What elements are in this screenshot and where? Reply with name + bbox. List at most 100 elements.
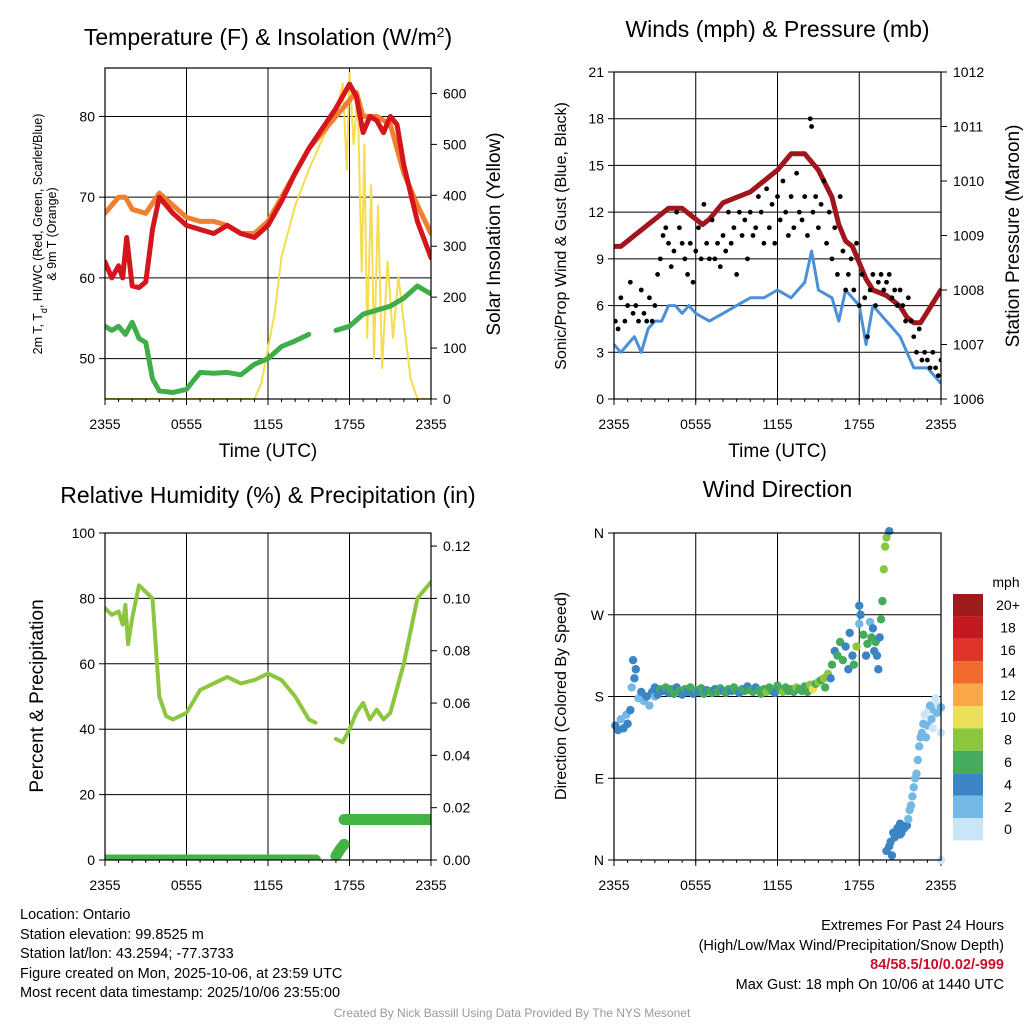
legend-label: 2	[1004, 799, 1012, 815]
temp-series-insolation	[105, 72, 431, 399]
legend-label: 0	[1004, 821, 1012, 837]
direction-point	[826, 674, 835, 683]
direction-point	[874, 665, 883, 674]
wind-x-tick-label: 1155	[762, 416, 792, 432]
direction-point	[876, 615, 886, 624]
pressure-line	[614, 151, 941, 326]
direction-point	[845, 628, 854, 638]
legend-swatch	[953, 750, 983, 774]
wind-y-axis-label: Sonic/Prop Wind & Gust (Blue, Black)	[553, 102, 570, 370]
rh-y-tick-label: 60	[79, 656, 95, 672]
gust-point	[837, 194, 843, 199]
direction-point	[855, 601, 864, 610]
gust-point	[682, 256, 688, 262]
direction-point	[827, 660, 837, 669]
dir-y-axis-label: Direction (Colored By Speed)	[553, 592, 570, 800]
temp-plot-frame	[104, 67, 432, 400]
gust-point	[862, 295, 868, 301]
rh-plot-frame	[104, 532, 432, 861]
gust-point	[903, 318, 908, 324]
gust-point	[867, 287, 873, 293]
rh-x-tick-label: 2355	[415, 877, 446, 893]
temp-series-temperature	[105, 81, 431, 291]
legend-swatch	[953, 683, 983, 706]
wind-x-axis-label: Time (UTC)	[728, 441, 827, 462]
wind-y-tick-label: 0	[596, 391, 604, 407]
gust-point	[668, 264, 674, 270]
rh-x-tick-label: 1755	[334, 877, 365, 893]
direction-point	[859, 630, 868, 639]
gust-point	[895, 303, 900, 308]
temp-y2-tick-label: 0	[443, 391, 451, 407]
temp-y2-tick-label: 100	[443, 340, 467, 356]
direction-point	[863, 639, 872, 649]
direction-point	[882, 533, 891, 542]
direction-point	[628, 655, 638, 665]
dir-y-tick-label: E	[595, 770, 604, 786]
gust-point	[865, 334, 870, 340]
gust-point	[726, 209, 731, 215]
gust-point	[813, 194, 819, 199]
temp-x-tick-label: 1755	[334, 416, 365, 432]
gust-point	[886, 272, 892, 277]
location-text: Location: Ontario	[20, 907, 131, 923]
gust-point	[633, 303, 639, 308]
gust-point	[799, 217, 805, 223]
gust-point	[908, 318, 914, 324]
wind-x-tick-label: 1755	[844, 416, 875, 432]
direction-point	[915, 742, 924, 751]
legend-title: mph	[992, 574, 1019, 590]
direction-point	[820, 683, 830, 692]
temp-title: Temperature (F) & Insolation (W/m2)	[84, 24, 452, 50]
gust-point	[750, 233, 756, 238]
wind-speed-line	[614, 249, 941, 385]
rh-y-tick-label: 20	[79, 787, 95, 803]
gust-point	[818, 201, 824, 207]
temp-series-dewpoint	[105, 319, 312, 395]
temp-y2-tick-label: 600	[443, 85, 467, 101]
gust-point	[807, 116, 813, 122]
gust-point	[905, 295, 911, 301]
gust-point	[875, 279, 881, 285]
gust-point	[709, 217, 715, 223]
gust-point	[758, 209, 764, 215]
rh-y-tick-label: 100	[72, 525, 96, 541]
legend-swatch	[953, 728, 983, 751]
rh-y2-tick-label: 0.12	[443, 538, 470, 554]
legend-label: 8	[1004, 732, 1012, 748]
dir-title: Wind Direction	[703, 476, 853, 502]
gust-point	[892, 287, 898, 293]
wind-x-tick-label: 2355	[598, 416, 629, 432]
gust-point	[924, 357, 930, 363]
temp-y-label-subscript: d	[39, 308, 49, 313]
wind-y-tick-label: 21	[588, 64, 604, 80]
temp-y-axis-label-line2: & 9m T (Orange)	[45, 187, 59, 280]
direction-point	[865, 617, 875, 627]
gust-point	[821, 178, 827, 184]
station-info: Location: Ontario Station elevation: 99.…	[20, 906, 342, 1004]
wind-y2-axis-label: Station Pressure (Maroon)	[1003, 125, 1024, 348]
direction-point	[623, 719, 632, 728]
direction-point	[906, 801, 916, 810]
legend-swatch	[953, 773, 983, 796]
gust-point	[666, 240, 671, 246]
speed-legend: mph 20+ 18 16 14 12 10 8 6 4 2 0	[953, 574, 1020, 841]
direction-point	[913, 755, 923, 765]
legend-swatch	[953, 795, 983, 818]
temp-y-label-part: 2m T, T	[31, 313, 45, 355]
gust-point	[783, 209, 789, 215]
legend-label: 14	[1000, 664, 1016, 680]
rh-x-tick-label: 1155	[253, 877, 283, 893]
extremes-subtitle: (High/Low/Max Wind/Precipitation/Snow De…	[698, 937, 1004, 954]
direction-point	[902, 821, 912, 830]
gust-point	[911, 334, 917, 340]
temp-y2-tick-label: 500	[443, 136, 467, 152]
gust-point	[914, 349, 919, 355]
direction-point	[631, 665, 640, 674]
direction-point	[875, 633, 884, 642]
direction-point	[885, 526, 894, 536]
gust-point	[734, 272, 740, 277]
elevation-text: Station elevation: 99.8525 m	[20, 926, 204, 943]
legend-swatch	[953, 616, 983, 639]
gust-point	[638, 287, 644, 293]
